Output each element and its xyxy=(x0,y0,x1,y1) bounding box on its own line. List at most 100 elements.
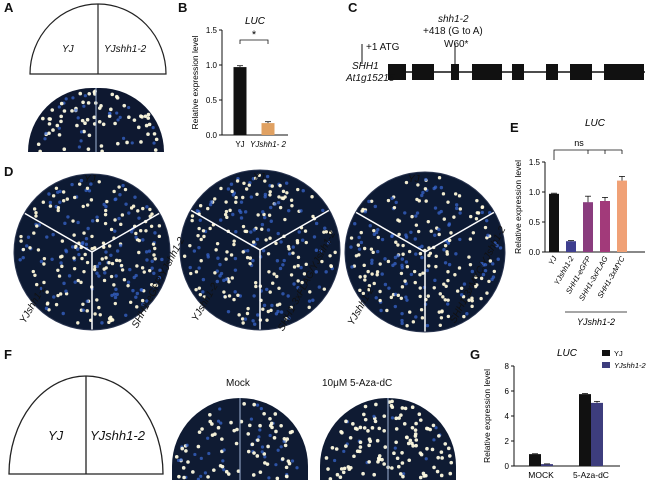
seedling xyxy=(426,219,430,224)
seedling xyxy=(266,444,270,449)
seedling xyxy=(232,242,236,247)
plate-divider xyxy=(424,211,495,253)
seedling xyxy=(260,227,264,231)
seedling xyxy=(370,261,374,265)
atg-label: +1 ATG xyxy=(366,42,400,53)
seedling xyxy=(251,258,255,263)
seedling xyxy=(38,149,42,152)
x-tick-label: MOCK xyxy=(528,470,554,480)
seedling xyxy=(56,293,60,298)
seedling xyxy=(453,273,457,277)
legend-swatch xyxy=(602,362,610,368)
seedling xyxy=(92,115,97,120)
seedling xyxy=(59,101,64,106)
seedling xyxy=(224,200,228,204)
seedling xyxy=(141,238,145,242)
seedling xyxy=(209,200,213,204)
seedling xyxy=(480,210,484,215)
seedling xyxy=(439,185,444,190)
seedling xyxy=(81,100,85,105)
seedling xyxy=(269,421,274,426)
bar-SHH1-3xMYC xyxy=(617,180,627,252)
seedling xyxy=(273,202,277,206)
seedling xyxy=(470,269,475,274)
seedling xyxy=(417,412,422,417)
seedling xyxy=(362,426,367,430)
seedling xyxy=(291,245,296,249)
seedling xyxy=(261,248,266,253)
seedling xyxy=(112,189,116,194)
seedling xyxy=(390,234,394,238)
seedling xyxy=(374,296,378,300)
seedling xyxy=(447,262,452,267)
plate-label-yjshh1: YJshh1-2 xyxy=(104,44,147,55)
seedling xyxy=(355,449,360,454)
seedling xyxy=(304,240,308,245)
seedling xyxy=(196,444,201,449)
seedling xyxy=(34,214,38,218)
seedling xyxy=(318,249,323,253)
seedling xyxy=(400,318,404,323)
seedling xyxy=(197,286,202,290)
seedling xyxy=(259,407,263,411)
seedling xyxy=(21,247,26,252)
seedling xyxy=(219,186,223,191)
seedling xyxy=(81,240,85,245)
seedling xyxy=(433,206,438,210)
seedling xyxy=(400,461,405,465)
seedling xyxy=(182,254,187,258)
seedling xyxy=(307,305,311,310)
seedling xyxy=(483,225,488,230)
seedling xyxy=(103,221,108,226)
seedling xyxy=(137,216,141,220)
seedling xyxy=(197,226,201,231)
seedling xyxy=(312,235,317,239)
seedling xyxy=(145,299,149,303)
seedling xyxy=(213,197,217,201)
seedling xyxy=(36,142,41,147)
seedling xyxy=(195,209,200,213)
seedling xyxy=(296,279,300,283)
seedling xyxy=(274,463,278,467)
seedling xyxy=(253,176,258,180)
seedling xyxy=(335,472,340,477)
seedling xyxy=(275,259,280,263)
seedling xyxy=(443,298,447,302)
seedling xyxy=(129,230,134,234)
seedling xyxy=(447,222,452,226)
seedling xyxy=(357,247,362,251)
seedling xyxy=(230,276,234,280)
exon-2 xyxy=(412,64,434,80)
seedling xyxy=(222,448,226,452)
seedling xyxy=(39,286,44,291)
seedling xyxy=(363,417,368,422)
seedling xyxy=(442,282,446,286)
seedling xyxy=(418,251,423,256)
seedling xyxy=(19,239,23,243)
seedling xyxy=(434,254,438,258)
seedling xyxy=(87,189,92,193)
seedling xyxy=(260,222,265,227)
seedling xyxy=(253,281,258,285)
seedling xyxy=(62,147,67,152)
seedling xyxy=(179,458,183,462)
seedling xyxy=(407,249,412,254)
seedling xyxy=(242,181,246,185)
seedling xyxy=(395,456,400,461)
seedling xyxy=(358,445,363,449)
seedling xyxy=(144,229,148,233)
seedling xyxy=(262,452,267,456)
seedling xyxy=(300,280,304,285)
seedling xyxy=(153,246,157,251)
seedling xyxy=(233,290,237,294)
seedling xyxy=(86,101,91,105)
seedling xyxy=(382,414,387,418)
seedling xyxy=(132,118,137,122)
mock-label: Mock xyxy=(226,378,250,389)
seedling xyxy=(393,304,398,309)
seedling xyxy=(276,200,281,205)
seedling xyxy=(448,454,452,458)
seedling xyxy=(57,274,62,278)
seedling xyxy=(390,399,394,404)
seedling xyxy=(385,308,389,313)
